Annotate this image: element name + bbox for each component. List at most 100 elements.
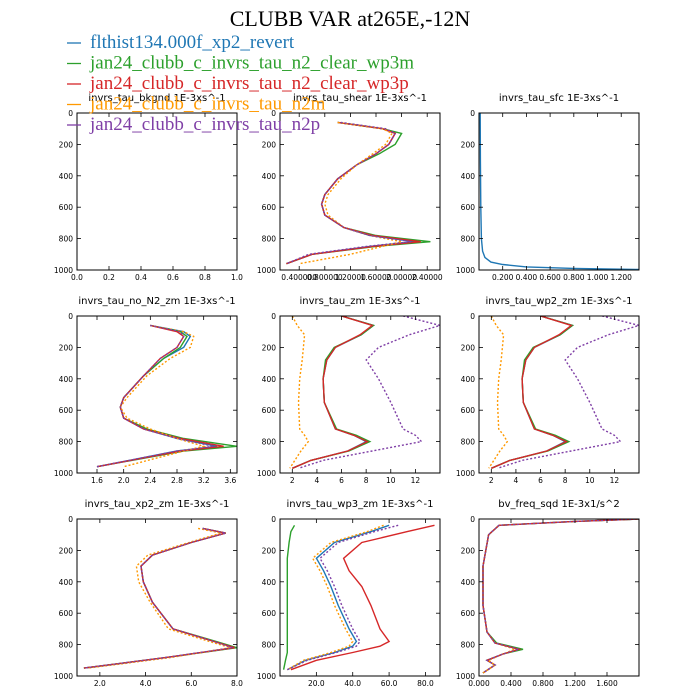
series-line-jan24_clubb_c_invrs_tau_n2m [299,121,402,265]
x-tick-label: 2 [290,476,295,485]
series-line-flthist134.000f_xp2_revert [479,113,639,270]
panel-title: invrs_tau_no_N2_zm 1E-3xs^-1 [78,296,235,307]
y-tick-label: 200 [59,343,74,352]
series-line-jan24_clubb_c_invrs_tau_n2m [119,324,207,468]
series-line-jan24_clubb_c_invrs_tau_n2_clear_wp3p [96,324,224,468]
legend-label: jan24_clubb_c_invrs_tau_n2p [89,114,320,135]
y-tick-label: 800 [59,641,74,650]
series-line-jan24_clubb_c_invrs_tau_n2p [497,316,639,469]
y-tick-label: 400 [461,172,476,181]
x-tick-label: 1.20000 [335,273,366,282]
y-tick-label: 200 [59,140,74,149]
y-tick-label: 1000 [456,672,475,681]
series-group [282,524,435,671]
series-line-jan24_clubb_c_invrs_tau_n2p [83,527,233,669]
y-tick-label: 600 [262,609,277,618]
series-line-flthist134.000f_xp2_revert [286,524,390,671]
legend-item: flthist134.000f_xp2_revert [67,32,295,53]
x-tick-label: 4 [315,476,320,485]
series-line-jan24_clubb_c_invrs_tau_n2m [286,524,384,671]
series-line-flthist134.000f_xp2_revert [482,519,639,674]
plot-frame [279,112,441,271]
x-tick-label: 60.0 [381,679,398,688]
series-line-jan24_clubb_c_invrs_tau_n2p [96,324,214,468]
series-group [96,324,237,468]
panel-title: invrs_tau_sfc 1E-3xs^-1 [499,93,619,104]
y-tick-label: 0 [470,109,475,118]
y-tick-label: 1000 [456,469,475,478]
series-group [286,121,431,265]
panel-3: invrs_tau_no_N2_zm 1E-3xs^-1 1.6 2.0 2.4 2.8… [54,296,238,485]
y-tick-label: 800 [461,438,476,447]
legend-label: jan24_clubb_c_invrs_tau_n2_clear_wp3p [89,73,409,94]
y-tick-label: 0 [68,515,73,524]
y-tick-label: 800 [461,641,476,650]
series-line-jan24_clubb_c_invrs_tau_n2_clear_wp3p [286,121,421,265]
y-tick-label: 600 [59,203,74,212]
series-group [488,316,639,469]
panel-8: bv_freq_sqd 1E-3x1/s^2 0.000 0.400 0.800 1.2… [456,499,640,688]
x-tick-label: 1.200 [610,273,632,282]
series-line-jan24_clubb_c_invrs_tau_n2_clear_wp3m [482,519,639,674]
x-tick-label: 8 [364,476,369,485]
y-tick-label: 600 [461,203,476,212]
x-tick-label: 6 [339,476,344,485]
x-tick-label: 20.0 [308,679,325,688]
plot-frame [478,518,640,677]
x-tick-label: 4 [514,476,519,485]
panel-title: invrs_tau_bkgnd 1E-3xs^-1 [88,93,225,104]
series-line-jan24_clubb_c_invrs_tau_n2m [482,519,639,674]
plot-frame [279,315,441,474]
x-tick-label: 0.4 [135,273,147,282]
y-tick-label: 0 [271,109,276,118]
x-tick-label: 0.400 [516,273,538,282]
y-tick-label: 400 [461,578,476,587]
y-tick-label: 200 [262,140,277,149]
panel-5: invrs_tau_wp2_zm 1E-3xs^-1 2 4 6 8 10 12 0 200 40… [456,296,640,485]
panel-0: invrs_tau_bkgnd 1E-3xs^-1 0.0 0.2 0.4 0.6 0.8… [54,93,243,282]
y-tick-label: 0 [470,515,475,524]
x-tick-label: 0.400 [500,679,522,688]
series-line-jan24_clubb_c_invrs_tau_n2p [298,316,440,469]
series-line-jan24_clubb_c_invrs_tau_n2_clear_wp3p [491,316,573,469]
x-tick-label: 8 [563,476,568,485]
x-tick-label: 10 [585,476,595,485]
plot-frame [76,315,238,474]
y-tick-label: 1000 [257,266,276,275]
x-tick-label: 12 [411,476,421,485]
panels: invrs_tau_bkgnd 1E-3xs^-1 0.0 0.2 0.4 0.6 0.8… [54,93,640,688]
x-tick-label: 2.0 [94,679,106,688]
plot-frame [76,112,238,271]
series-group [83,527,237,669]
series-line-jan24_clubb_c_invrs_tau_n2_clear_wp3m [282,524,296,670]
series-line-jan24_clubb_c_invrs_tau_n2_clear_wp3m [83,527,237,669]
panel-7: invrs_tau_wp3_zm 1E-3xs^-1 20.0 40.0 60.0 80… [257,499,441,688]
x-tick-label: 1.6 [91,476,103,485]
y-tick-label: 200 [461,343,476,352]
x-tick-label: 4.0 [140,679,152,688]
y-tick-label: 400 [59,578,74,587]
x-tick-label: 6.0 [185,679,197,688]
x-tick-label: 6 [538,476,543,485]
y-tick-label: 800 [262,438,277,447]
series-line-jan24_clubb_c_invrs_tau_n2p [286,121,412,265]
y-tick-label: 400 [262,375,277,384]
figure-title: CLUBB VAR at265E,-12N [230,6,471,31]
panel-4: invrs_tau_zm 1E-3xs^-1 2 4 6 8 10 12 0 200 400 600… [257,296,441,485]
x-tick-label: 1.200 [564,679,586,688]
x-tick-label: 0.0 [71,273,83,282]
y-tick-label: 0 [68,312,73,321]
y-tick-label: 800 [59,235,74,244]
plot-frame [478,112,640,271]
y-tick-label: 0 [271,515,276,524]
x-tick-label: 0.400000 [281,273,317,282]
panel-title: invrs_tau_shear 1E-3xs^-1 [293,93,427,104]
x-tick-label: 3.2 [198,476,210,485]
y-tick-label: 600 [262,203,277,212]
x-tick-label: 3.6 [224,476,236,485]
y-tick-label: 200 [461,546,476,555]
series-line-jan24_clubb_c_invrs_tau_n2_clear_wp3p [83,527,235,669]
legend-item: jan24_clubb_c_invrs_tau_n2_clear_wp3p [67,73,409,94]
panel-1: invrs_tau_shear 1E-3xs^-1 0.4000000.80000… [257,93,443,282]
series-line-jan24_clubb_c_invrs_tau_n2_clear_wp3p [292,316,374,469]
